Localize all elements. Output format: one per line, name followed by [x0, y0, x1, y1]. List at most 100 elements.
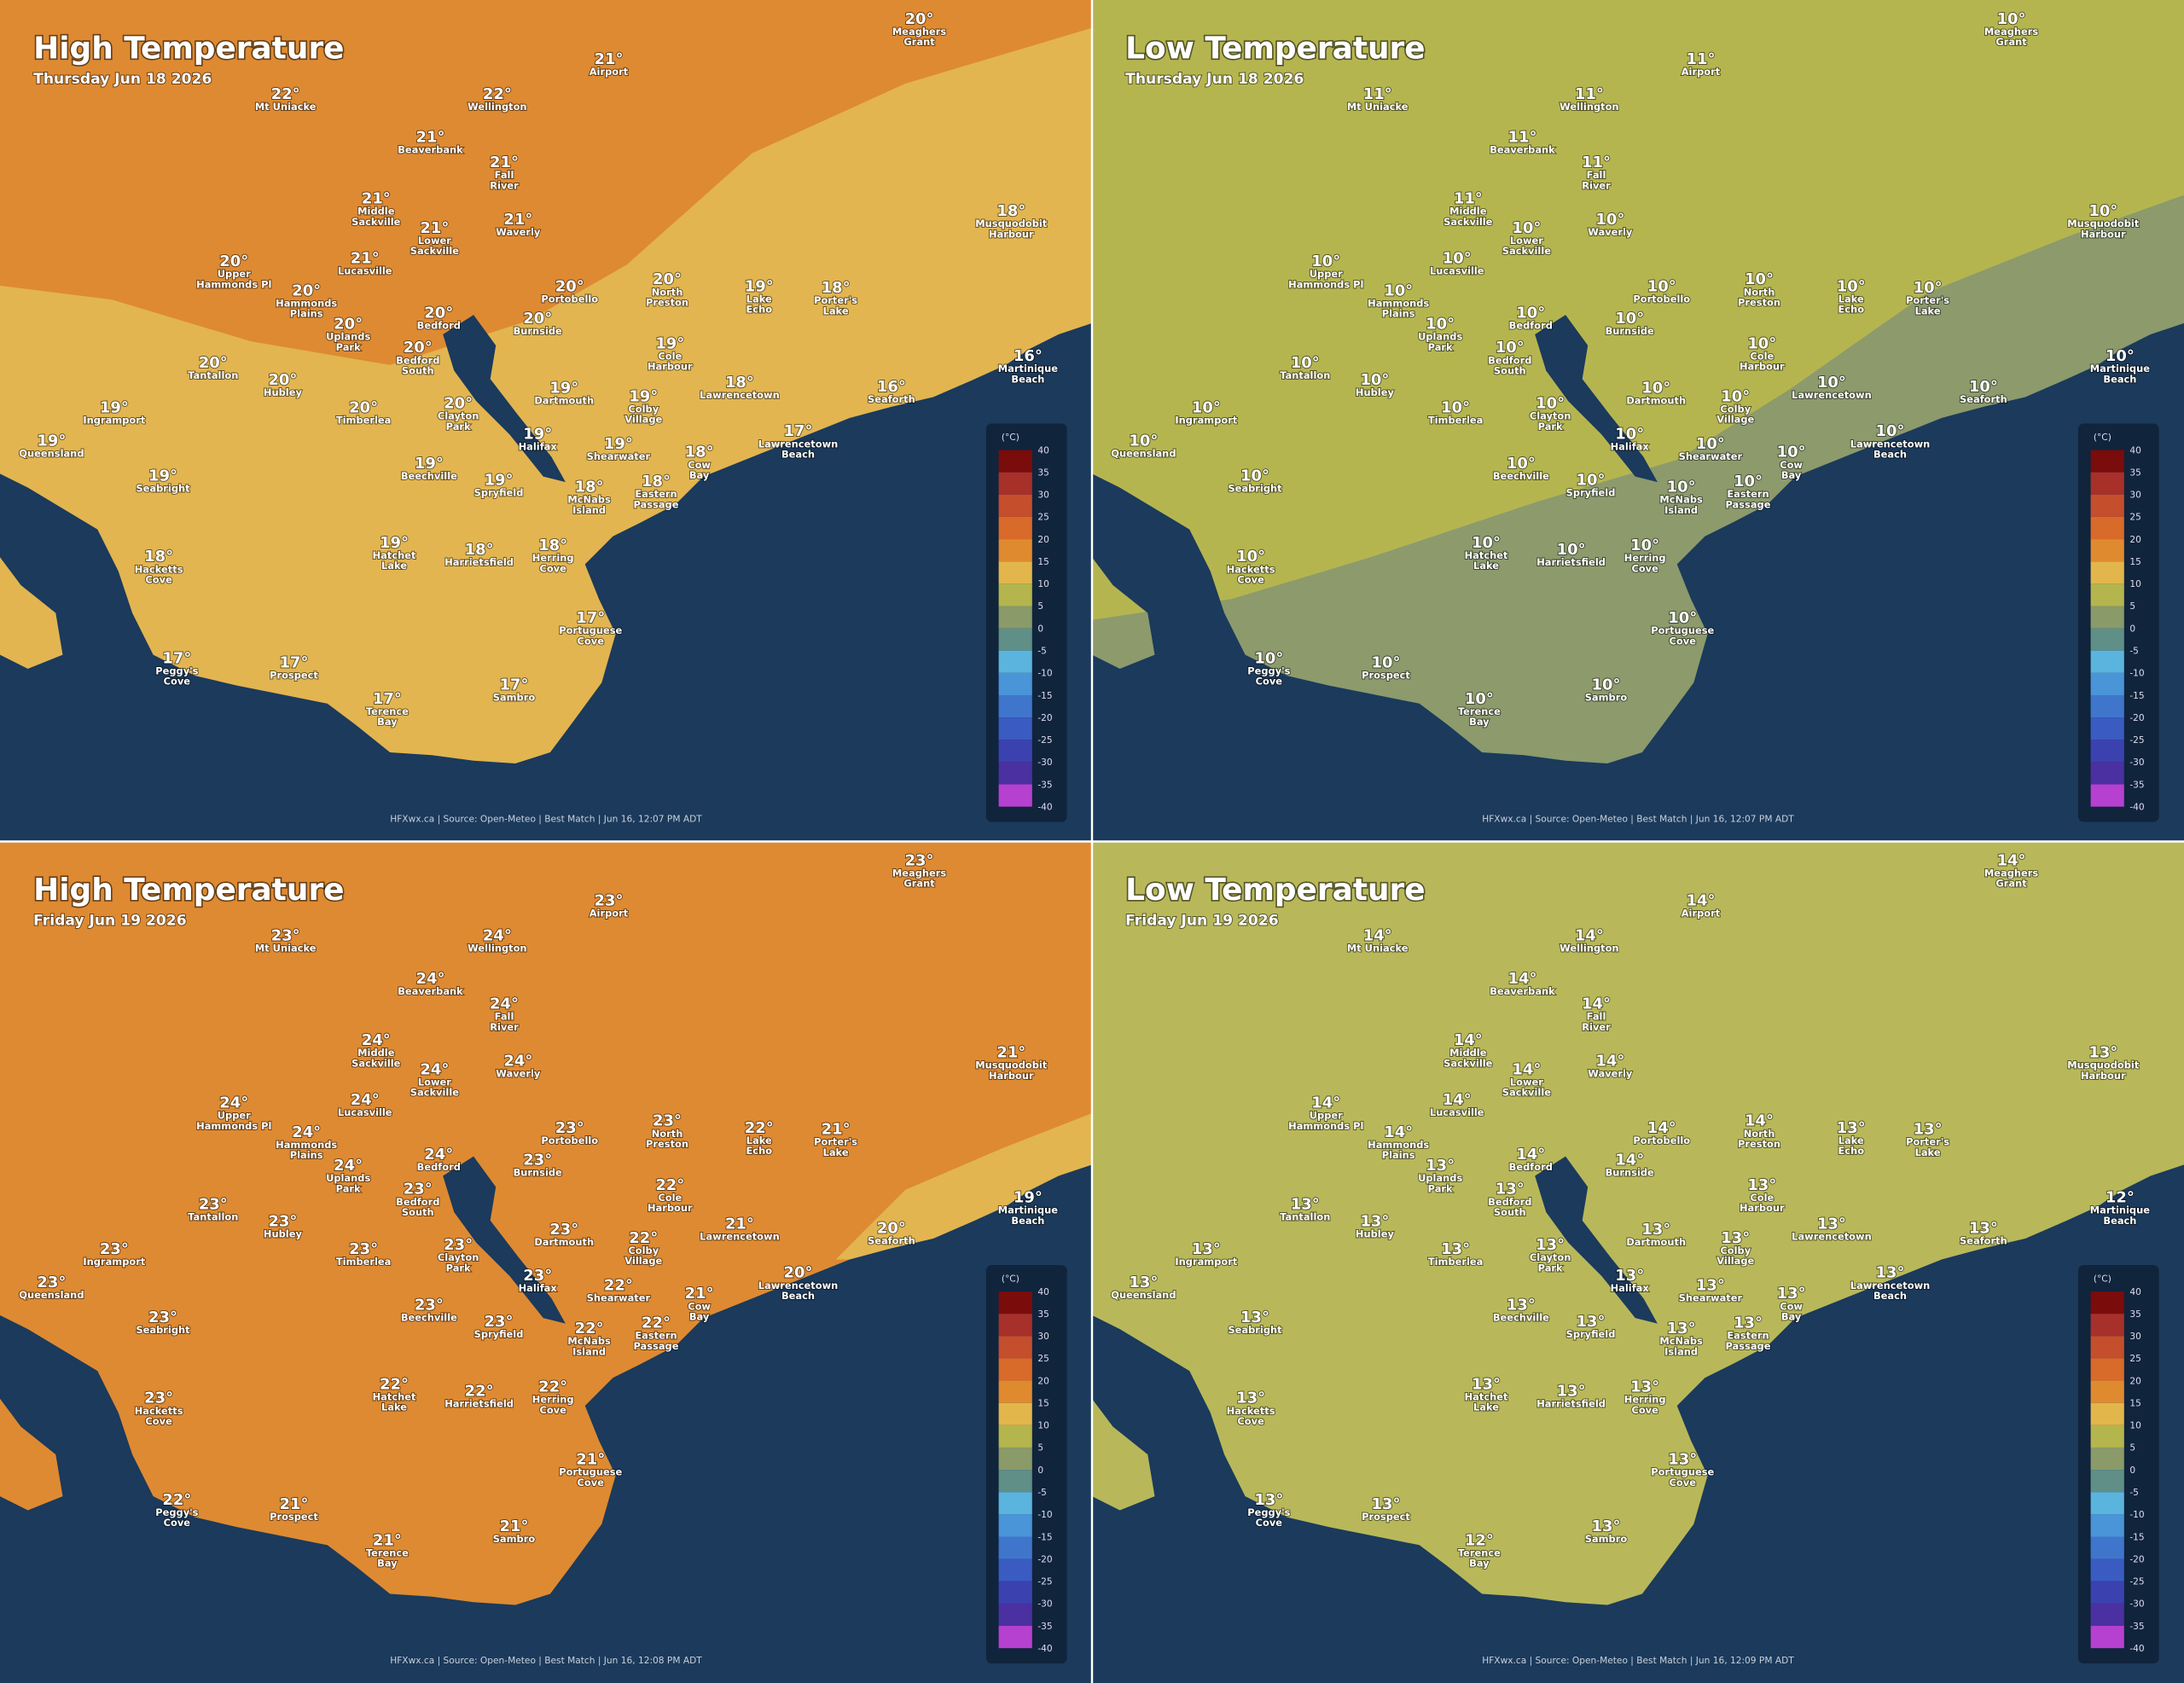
ocean — [0, 315, 1092, 842]
place-name: Hammonds — [1368, 1139, 1429, 1151]
place-temperature: 14° — [1595, 1052, 1624, 1070]
place-name: Echo — [1838, 304, 1865, 316]
place-temperature: 24° — [334, 1157, 363, 1175]
place-name: Echo — [1838, 1145, 1865, 1157]
map-date: Thursday Jun 18 2026 — [33, 71, 212, 88]
place-name: Middle — [357, 1047, 395, 1059]
place-temperature: 10° — [1512, 219, 1541, 237]
place-name: River — [490, 179, 519, 191]
place-name: River — [490, 1021, 519, 1033]
legend-tick-label: -15 — [1037, 690, 1052, 701]
place-label: 23°Dartmouth — [533, 1220, 595, 1249]
place-name: South — [1494, 365, 1526, 377]
legend-swatch — [2090, 672, 2124, 696]
place-temperature: 23° — [549, 1221, 578, 1239]
place-name: Sackville — [1502, 1087, 1551, 1099]
place-name: Sackville — [1443, 1057, 1492, 1069]
legend-tick-label: 10 — [2129, 578, 2141, 589]
place-temperature: 19° — [523, 425, 552, 443]
place-name: Lucasville — [338, 265, 392, 277]
place-temperature: 13° — [1969, 1219, 1998, 1237]
place-temperature: 10° — [1311, 252, 1340, 270]
place-temperature: 19° — [604, 435, 633, 453]
place-name: Lower — [1510, 1076, 1543, 1088]
place-name: Wellington — [468, 101, 526, 113]
place-label: 10°Tantallon — [1279, 353, 1331, 382]
legend-tick-label: 40 — [1037, 1286, 1049, 1297]
place-temperature: 22° — [483, 85, 512, 103]
place-label: 23°Airport — [589, 891, 630, 920]
place-name: Shearwater — [587, 450, 651, 462]
legend-swatch — [2090, 1514, 2124, 1537]
legend-tick-label: 30 — [2129, 1331, 2141, 1342]
place-label: 19°Dartmouth — [533, 379, 595, 408]
place-name: Park — [1428, 341, 1453, 353]
place-name: Cove — [164, 676, 191, 688]
place-name: Waverly — [1588, 226, 1633, 238]
legend-tick-label: -25 — [1037, 1576, 1052, 1587]
place-temperature: 20° — [349, 398, 378, 416]
place-label: 21°Prospect — [269, 1494, 319, 1523]
place-name: Halifax — [1611, 441, 1650, 453]
place-name: Wellington — [1560, 943, 1618, 955]
place-temperature: 23° — [404, 1181, 433, 1198]
place-name: Beach — [1873, 449, 1907, 461]
legend-tick-label: 0 — [1037, 1465, 1043, 1476]
place-name: Harrietsfield — [1536, 1398, 1606, 1410]
place-name: Sambro — [493, 692, 536, 704]
place-label: 13°Lawrencetown — [1791, 1215, 1873, 1244]
place-name: Bedford — [1509, 319, 1553, 331]
place-name: Harbour — [648, 1202, 693, 1214]
place-name: Lake — [381, 560, 407, 572]
place-name: Mt Uniacke — [1347, 101, 1409, 113]
place-temperature: 19° — [629, 387, 658, 405]
legend-swatch — [998, 672, 1032, 696]
legend-swatch — [998, 1581, 1032, 1604]
place-temperature: 10° — [1472, 534, 1501, 552]
place-temperature: 13° — [1630, 1378, 1659, 1396]
place-name: Harbour — [989, 1070, 1034, 1082]
place-temperature: 20° — [292, 281, 321, 299]
legend-tick-label: -15 — [2129, 1531, 2144, 1542]
place-temperature: 21° — [362, 189, 391, 207]
place-name: Preston — [1738, 1138, 1780, 1150]
place-label: 10°Waverly — [1587, 210, 1634, 239]
place-name: Hacketts — [135, 1405, 183, 1417]
place-label: 23°Mt Uniacke — [254, 926, 317, 955]
place-temperature: 11° — [1582, 154, 1611, 171]
place-label: 13°Ingramport — [1174, 1239, 1238, 1268]
place-label: 13°Beechville — [1492, 1295, 1550, 1324]
place-label: 21°Lucasville — [337, 249, 393, 278]
place-name: Passage — [633, 498, 678, 510]
place-name: Martinique — [998, 1204, 1058, 1216]
legend-tick-label: -20 — [1037, 712, 1053, 723]
place-temperature: 10° — [1507, 455, 1536, 473]
place-temperature: 21° — [420, 219, 449, 237]
place-temperature: 22° — [642, 1314, 671, 1332]
legend-tick-label: 40 — [1037, 444, 1049, 456]
place-name: Island — [1664, 504, 1698, 516]
place-name: Beach — [2103, 373, 2136, 385]
place-name: Middle — [1449, 1047, 1487, 1059]
place-name: Bay — [689, 1311, 710, 1323]
place-label: 18°Lawrencetown — [699, 373, 781, 402]
place-temperature: 22° — [465, 1383, 494, 1401]
place-name: Musquodobit — [975, 218, 1048, 229]
place-temperature: 24° — [420, 1060, 449, 1078]
place-temperature: 19° — [549, 380, 578, 398]
place-name: Lake — [746, 1135, 772, 1146]
place-label: 20°Timberlea — [335, 398, 392, 427]
place-name: Lawrencetown — [1850, 1280, 1931, 1291]
place-name: Fall — [495, 169, 514, 181]
